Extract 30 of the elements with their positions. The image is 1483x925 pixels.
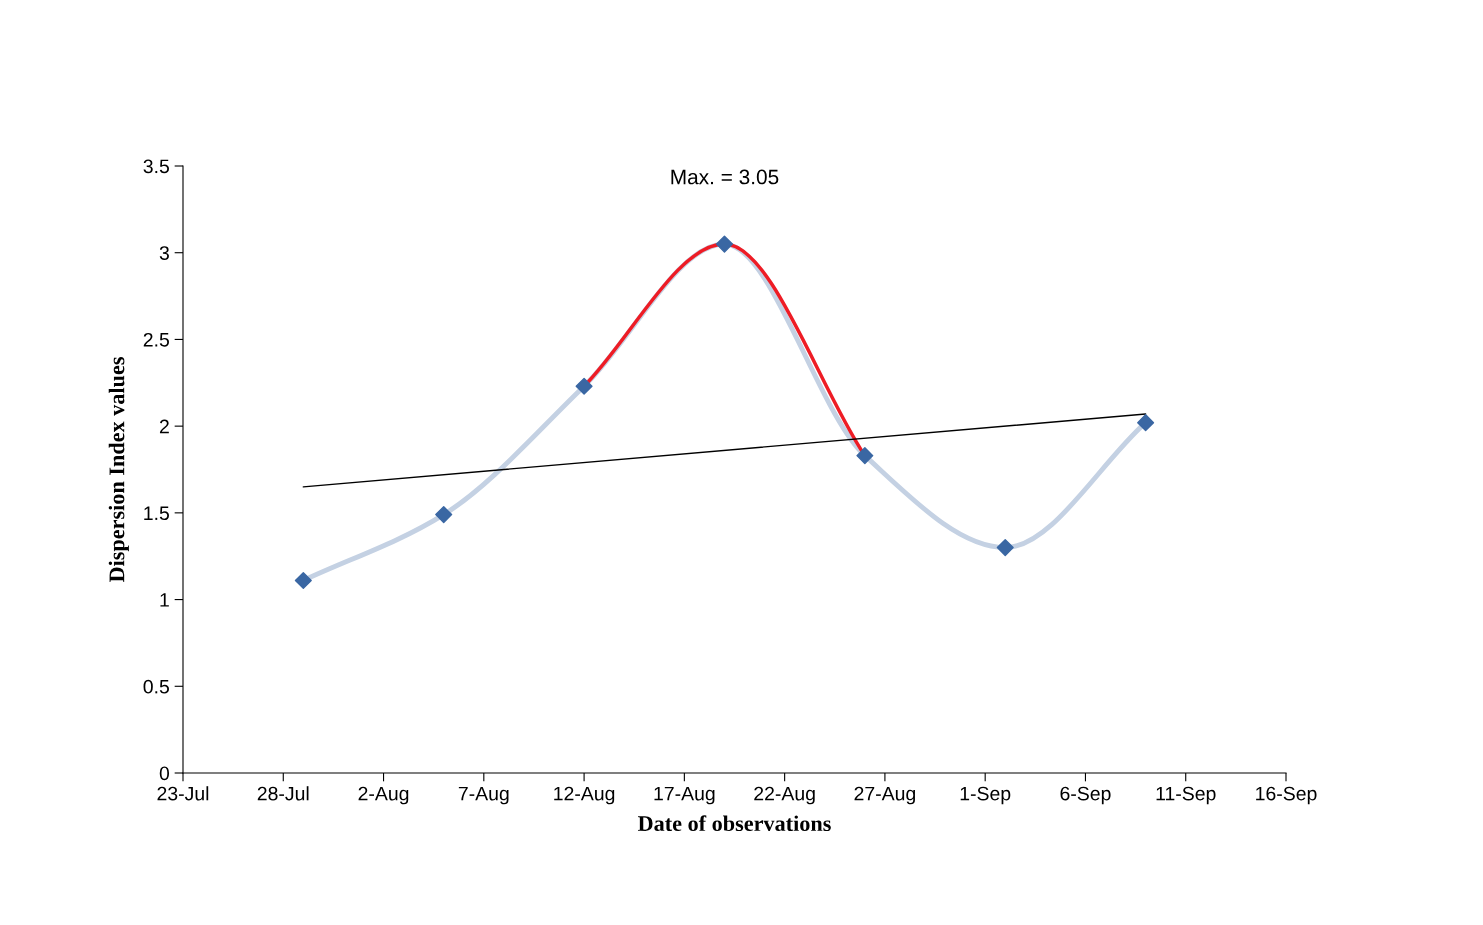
point <box>996 538 1014 557</box>
point <box>1137 414 1155 432</box>
y-tick-label: 3 <box>159 246 169 260</box>
x-tick-label: 23-Jul <box>157 786 209 801</box>
x-tick-label: 12-Aug <box>554 786 615 805</box>
x-tick-label: 16-Sep <box>1256 786 1317 805</box>
point <box>435 506 453 524</box>
x-tick-label: 27-Aug <box>854 786 916 805</box>
point <box>856 447 874 465</box>
x-tick-label: 22-Aug <box>754 786 815 805</box>
y-tick-label: 2.5 <box>143 332 169 347</box>
y-tick-label: 0 <box>159 766 170 781</box>
annotation: Max. = 3.05 <box>671 169 779 185</box>
point <box>715 235 734 253</box>
x-tick-label: 1-Sep <box>960 786 1011 805</box>
x-tick-label: 11-Sep <box>1156 786 1216 805</box>
x-tick-label: 7-Aug <box>458 786 509 805</box>
y-tick-label: 0.5 <box>143 679 169 694</box>
y-tick-label: 1 <box>160 593 169 607</box>
y-tick-label: 1.5 <box>144 506 169 521</box>
x-tick-label: 17-Aug <box>654 786 715 805</box>
y-axis-title: Dispersion Index values <box>108 357 129 583</box>
point <box>294 571 312 590</box>
point <box>575 377 593 395</box>
x-tick-label: 2-Aug <box>358 786 409 805</box>
x-tick-label: 6-Sep <box>1060 786 1111 805</box>
y-tick-label: 2 <box>159 419 169 434</box>
x-tick-label: 28-Jul <box>257 786 309 801</box>
y-tick-label: 3.5 <box>143 159 169 174</box>
x-axis-title: Date of observations <box>637 815 831 832</box>
